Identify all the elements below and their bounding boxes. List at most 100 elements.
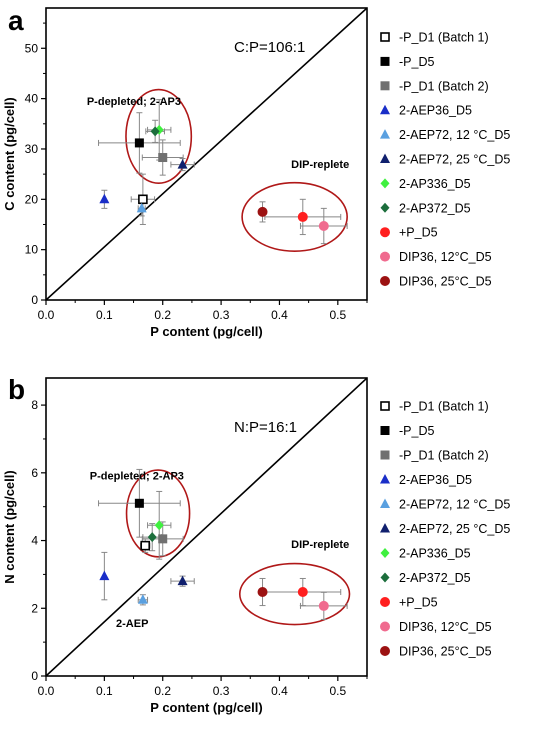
legend-item: 2-AEP72, 25 °C_D5: [380, 522, 510, 536]
y-tick-label: 50: [25, 41, 39, 55]
x-tick-label: 0.5: [329, 308, 346, 322]
legend-label: 2-AEP36_D5: [399, 473, 472, 487]
legend-item: DIP36, 12°C_D5: [380, 250, 492, 264]
legend-item: DIP36, 12°C_D5: [380, 620, 492, 634]
data-point: [177, 575, 188, 586]
legend-marker: [380, 276, 390, 286]
x-axis-title: P content (pg/cell): [150, 700, 262, 715]
x-tick-label: 0.4: [271, 684, 288, 698]
y-tick-label: 2: [31, 601, 38, 615]
data-point: [99, 193, 110, 204]
error-bar: [145, 119, 165, 143]
x-tick-label: 0.3: [213, 684, 230, 698]
annotation-label: DIP-replete: [291, 159, 349, 171]
legend-label: +P_D5: [399, 226, 438, 240]
legend-label: +P_D5: [399, 596, 438, 610]
data-point: [137, 594, 148, 604]
panel-b: b 0.0 0.1 0.2 0.3 0.4 0.5 0 2 4 6 8 P content (pg/ce…: [2, 374, 510, 715]
legend-marker: [380, 426, 390, 435]
legend-marker: [380, 104, 390, 115]
data-point: [318, 600, 329, 611]
legend-item: DIP36, 25°C_D5: [380, 275, 492, 289]
legend-label: 2-AEP72, 25 °C_D5: [399, 153, 510, 167]
y-tick-label: 20: [25, 192, 39, 206]
x-tick-label: 0.0: [38, 684, 55, 698]
legend-label: 2-AEP72, 25 °C_D5: [399, 522, 510, 536]
plot-area: [46, 378, 367, 676]
legend-label: DIP36, 25°C_D5: [399, 645, 492, 659]
annotation-label: P-depleted; 2-AP3: [87, 96, 181, 108]
legend-label: 2-AP372_D5: [399, 571, 471, 585]
data-point: [154, 520, 164, 531]
group-ellipse: [125, 88, 193, 184]
legend-marker: [380, 227, 390, 238]
data-point: [147, 532, 157, 543]
legend-marker: [380, 548, 390, 558]
legend-label: 2-AEP72, 12 °C_D5: [399, 498, 510, 512]
legend-item: DIP36, 25°C_D5: [380, 645, 492, 659]
legend-marker: [380, 474, 390, 484]
legend-item: 2-AP336_D5: [380, 547, 471, 561]
legend-item: +P_D5: [380, 596, 438, 610]
legend-label: -P_D5: [399, 424, 434, 438]
legend-marker: [380, 597, 390, 607]
y-tick-label: 0: [31, 669, 38, 683]
y-tick-label: 10: [25, 243, 39, 257]
y-tick-label: 0: [31, 293, 38, 307]
legend-marker: [380, 621, 390, 632]
data-point: [158, 534, 168, 544]
x-tick-label: 0.3: [213, 308, 230, 322]
legend-marker: [380, 81, 390, 91]
legend-marker: [380, 523, 390, 533]
legend-label: -P_D1 (Batch 2): [399, 79, 489, 93]
legend-label: -P_D5: [399, 55, 434, 69]
legend-marker: [380, 32, 390, 42]
legend-marker: [380, 646, 390, 656]
y-tick-label: 40: [25, 92, 39, 106]
data-point: [177, 159, 188, 169]
legend-label: DIP36, 12°C_D5: [399, 620, 492, 634]
y-axis-title: C content (pg/cell): [2, 97, 17, 210]
annotation-label: P-depleted; 2-AP3: [90, 471, 184, 483]
legend-marker: [380, 202, 390, 213]
data-point: [138, 194, 148, 205]
legend-marker: [380, 56, 390, 66]
data-point: [297, 587, 308, 598]
legend-item: -P_D5: [380, 424, 434, 438]
legend-label: 2-AEP72, 12 °C_D5: [399, 128, 510, 142]
legend-item: -P_D5: [380, 55, 434, 69]
x-tick-label: 0.4: [271, 308, 288, 322]
legend-marker: [380, 401, 390, 411]
x-tick-label: 0.1: [96, 308, 113, 322]
legend-item: 2-AEP36_D5: [380, 473, 472, 487]
data-point: [297, 211, 308, 222]
legend-label: 2-AP336_D5: [399, 547, 471, 561]
x-tick-label: 0.2: [154, 308, 171, 322]
legend-item: -P_D1 (Batch 2): [380, 449, 489, 463]
legend-label: 2-AP336_D5: [399, 177, 471, 191]
x-tick-label: 0.1: [96, 684, 113, 698]
legend-item: -P_D1 (Batch 1): [380, 400, 489, 414]
data-point: [140, 540, 151, 551]
x-axis-title: P content (pg/cell): [150, 324, 262, 339]
legend-marker: [380, 153, 390, 163]
data-point: [150, 126, 160, 137]
legend-label: DIP36, 12°C_D5: [399, 250, 492, 264]
group-ellipse: [125, 469, 191, 558]
plot-frame: [45, 7, 368, 301]
y-tick-label: 6: [31, 466, 38, 480]
annotation-label: 2-AEP: [116, 618, 148, 630]
legend-label: 2-AP372_D5: [399, 201, 471, 215]
legend-marker: [380, 498, 390, 508]
data-point: [134, 498, 144, 508]
legend: -P_D1 (Batch 1) -P_D5 -P_D1 (Batch 2) 2-AEP…: [380, 31, 510, 289]
group-ellipse: [238, 562, 351, 626]
data-point: [257, 206, 268, 217]
legend-label: -P_D1 (Batch 1): [399, 31, 489, 45]
panel-a: a 0.0 0.1 0.2 0.3 0.4 0.5 0 10 20 30 40 50 P content …: [2, 5, 510, 339]
legend-item: 2-AEP36_D5: [380, 104, 472, 118]
panel-letter: a: [8, 5, 24, 36]
y-tick-label: 30: [25, 142, 39, 156]
legend-marker: [380, 251, 390, 262]
legend-item: 2-AP372_D5: [380, 201, 471, 215]
